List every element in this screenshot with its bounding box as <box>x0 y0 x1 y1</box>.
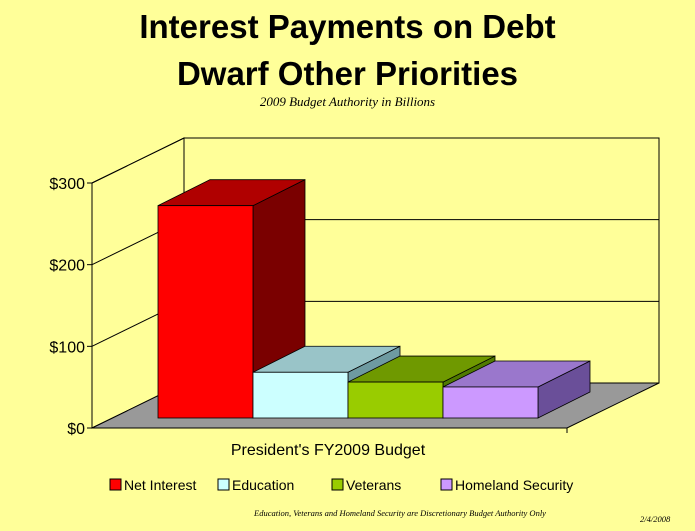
bar-front <box>157 205 254 419</box>
legend-swatch <box>109 478 122 491</box>
legend-item-veterans: Veterans <box>331 477 401 493</box>
legend-label: Homeland Security <box>455 477 573 493</box>
y-axis: $0 $100 $200 $300 <box>49 176 568 438</box>
legend-item-net-interest: Net Interest <box>109 477 196 493</box>
legend-item-education: Education <box>217 477 294 493</box>
legend-label: Education <box>232 477 294 493</box>
bar-front <box>347 381 444 419</box>
bar-front <box>252 371 349 419</box>
date-stamp: 2/4/2008 <box>640 514 671 524</box>
chart-bars <box>157 179 591 419</box>
x-axis-label: President's FY2009 Budget <box>231 442 426 459</box>
legend-swatch <box>331 478 344 491</box>
legend-label: Veterans <box>346 477 401 493</box>
legend: Net Interest Education Veterans Homeland Se… <box>109 477 573 493</box>
legend-swatch <box>217 478 230 491</box>
y-tick-label: $300 <box>49 176 85 193</box>
y-tick-label: $0 <box>67 421 85 438</box>
bar-front <box>442 386 539 419</box>
chart-subtitle: 2009 Budget Authority in Billions <box>259 94 436 109</box>
chart-title-line-2: Dwarf Other Priorities <box>176 55 519 92</box>
footnote: Education, Veterans and Homeland Securit… <box>254 508 546 518</box>
y-tick-label: $200 <box>49 258 85 275</box>
legend-swatch <box>440 478 453 491</box>
legend-item-homeland-security: Homeland Security <box>440 477 573 493</box>
gridline-side <box>91 137 185 184</box>
bar-homeland-security <box>442 360 591 419</box>
legend-label: Net Interest <box>124 477 196 493</box>
y-tick-label: $100 <box>49 339 85 356</box>
chart-title-line-1: Interest Payments on Debt <box>139 8 556 45</box>
